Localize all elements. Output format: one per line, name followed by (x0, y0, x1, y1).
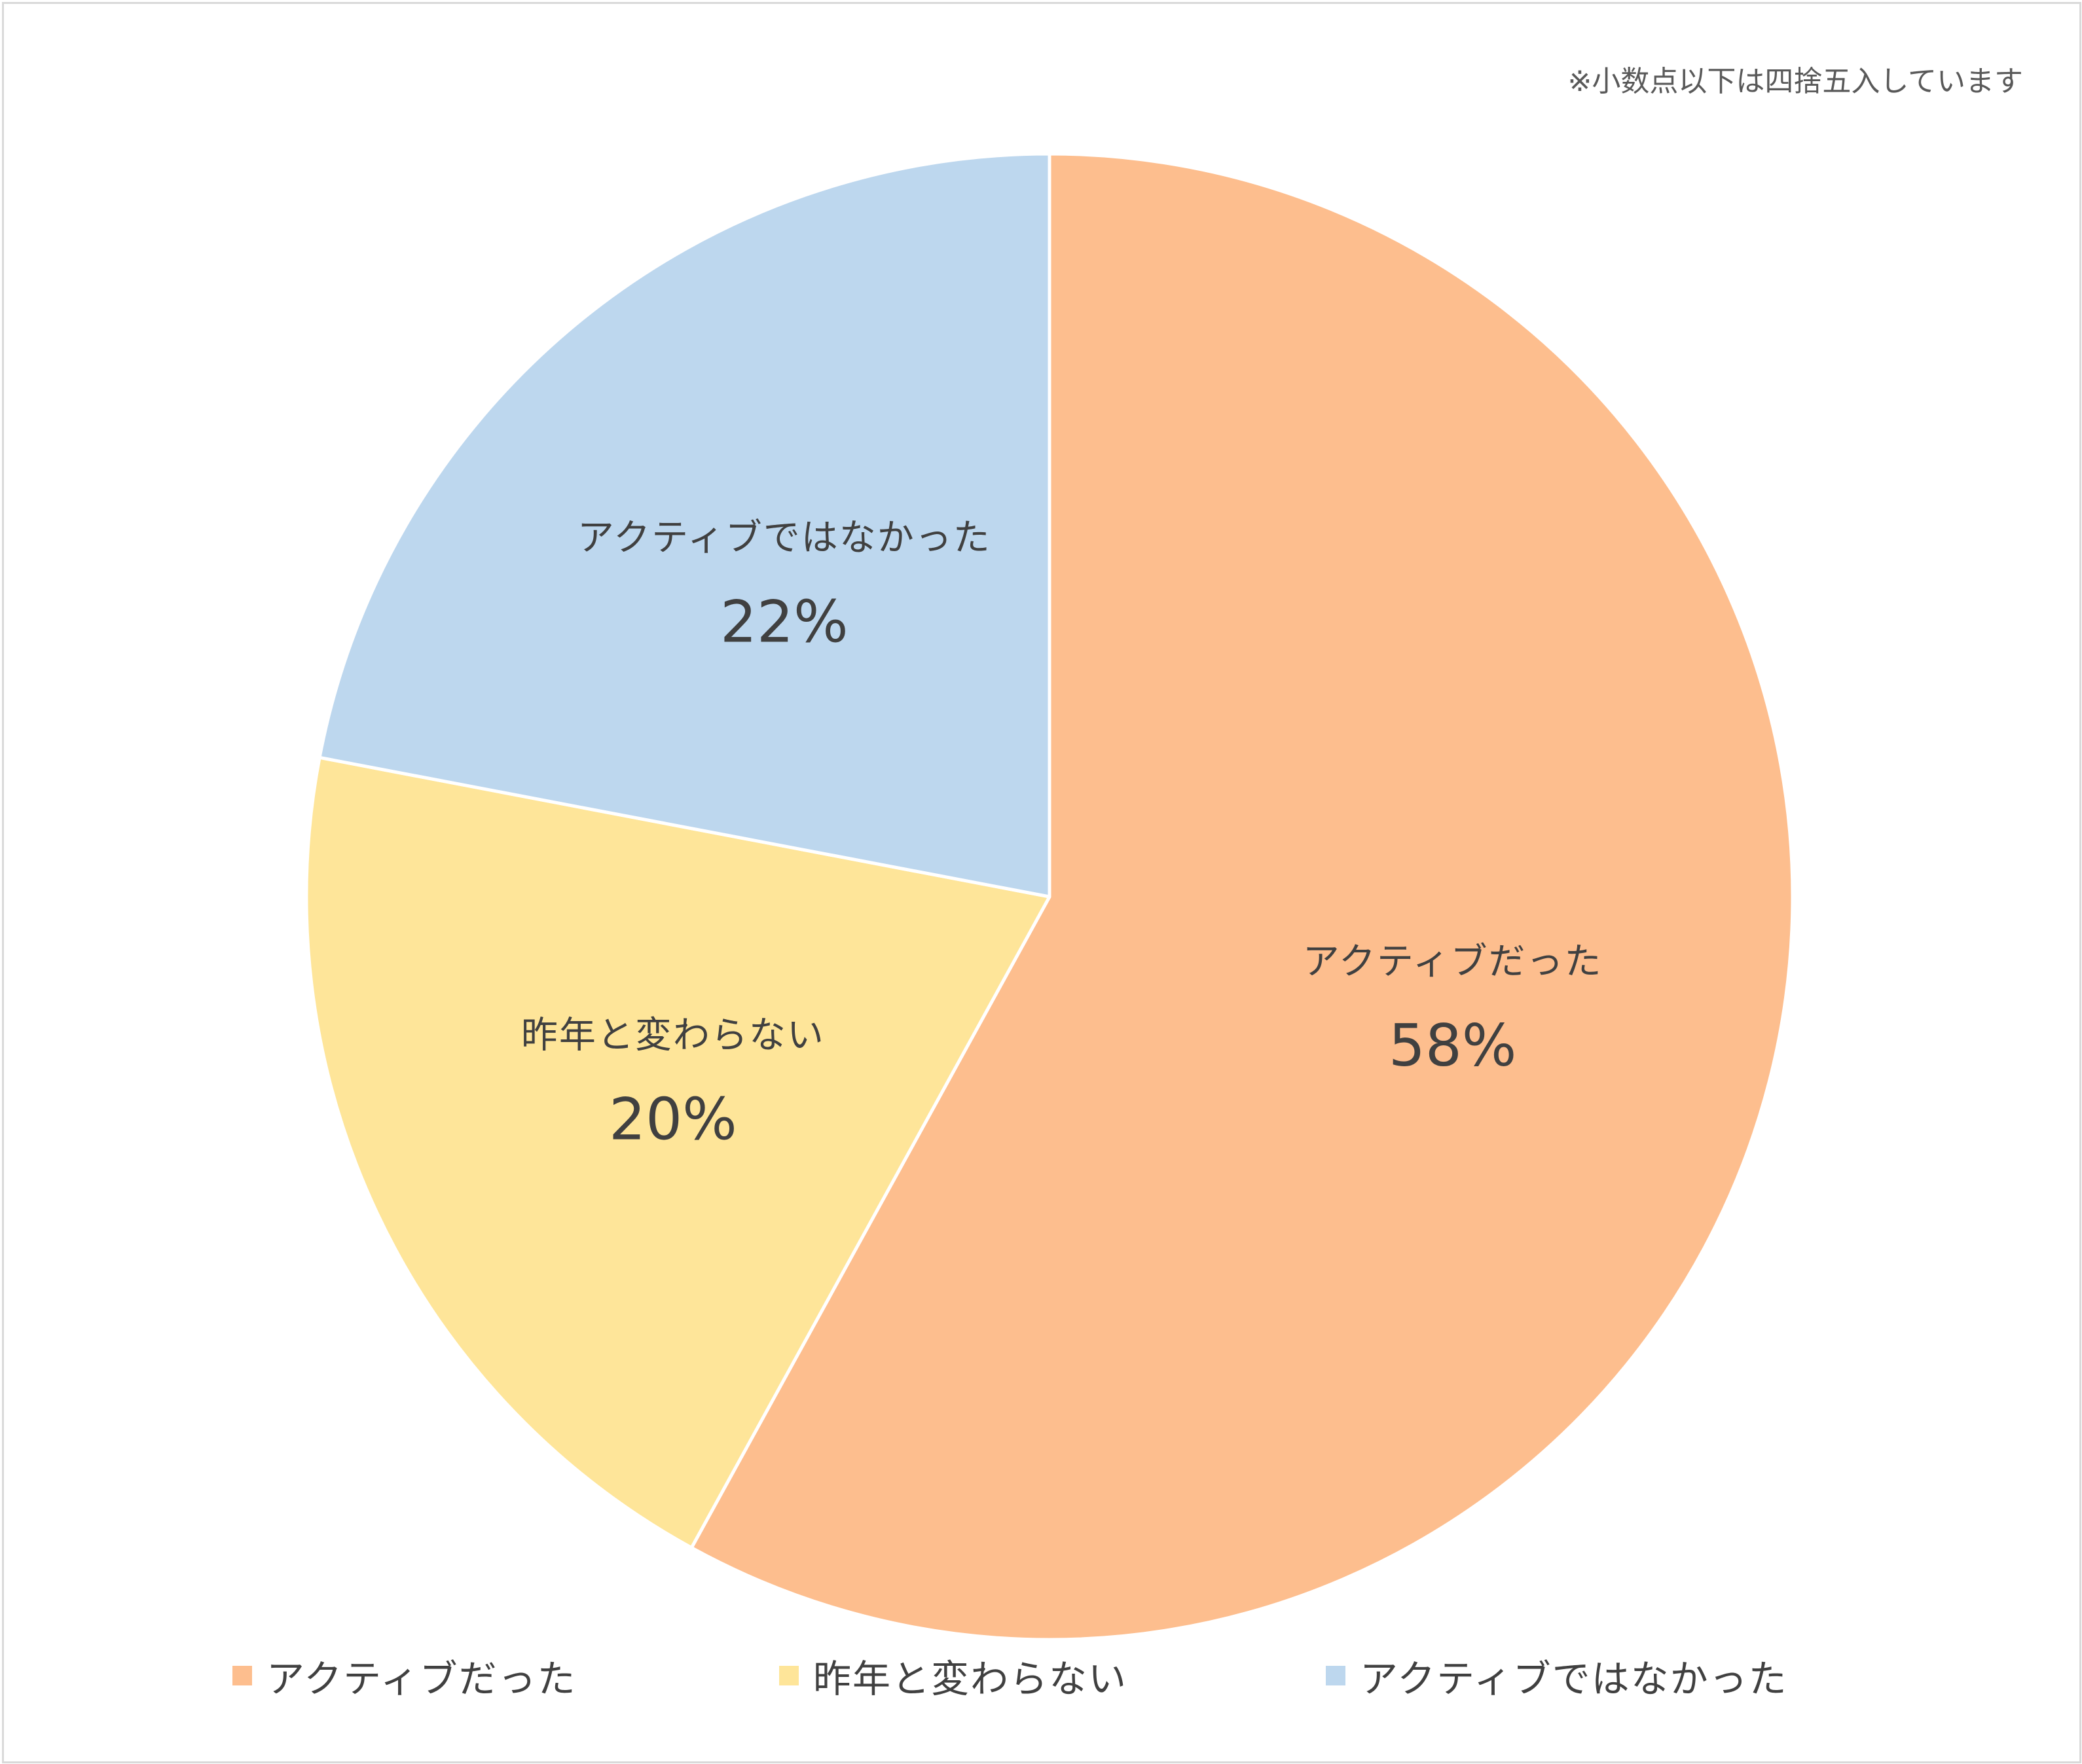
slice-active (689, 152, 1795, 1642)
legend-label-unchanged: 昨年と変わらない (813, 1657, 1128, 1701)
slice-unchanged-name-label: 昨年と変わらない (521, 1015, 825, 1057)
legend-item-inactive: アクティブではなかった (1326, 1648, 1788, 1703)
legend-label-inactive: アクティブではなかった (1360, 1657, 1788, 1701)
legend-label-active: アクティブだった (266, 1657, 577, 1701)
chart-legend: アクティブだった 昨年と変わらない アクティブではなかった (0, 1648, 2082, 1701)
legend-item-unchanged: 昨年と変わらない (779, 1648, 1127, 1703)
rounding-note: ※小数点以下は四捨五入しています (1567, 65, 2023, 98)
slice-active-value-label: 58% (1389, 1012, 1517, 1079)
slice-unchanged (304, 755, 1051, 1550)
slice-inactive-name-label: アクティブではなかった (577, 516, 991, 559)
slice-inactive-value-label: 22% (720, 588, 849, 655)
legend-item-active: アクティブだった (232, 1648, 577, 1703)
legend-swatch-active (232, 1666, 252, 1685)
slice-unchanged-value-label: 20% (609, 1086, 737, 1153)
legend-swatch-unchanged (779, 1666, 799, 1685)
slice-inactive (318, 152, 1051, 899)
legend-swatch-inactive (1326, 1666, 1345, 1685)
slice-active-name-label: アクティブだった (1303, 941, 1603, 983)
